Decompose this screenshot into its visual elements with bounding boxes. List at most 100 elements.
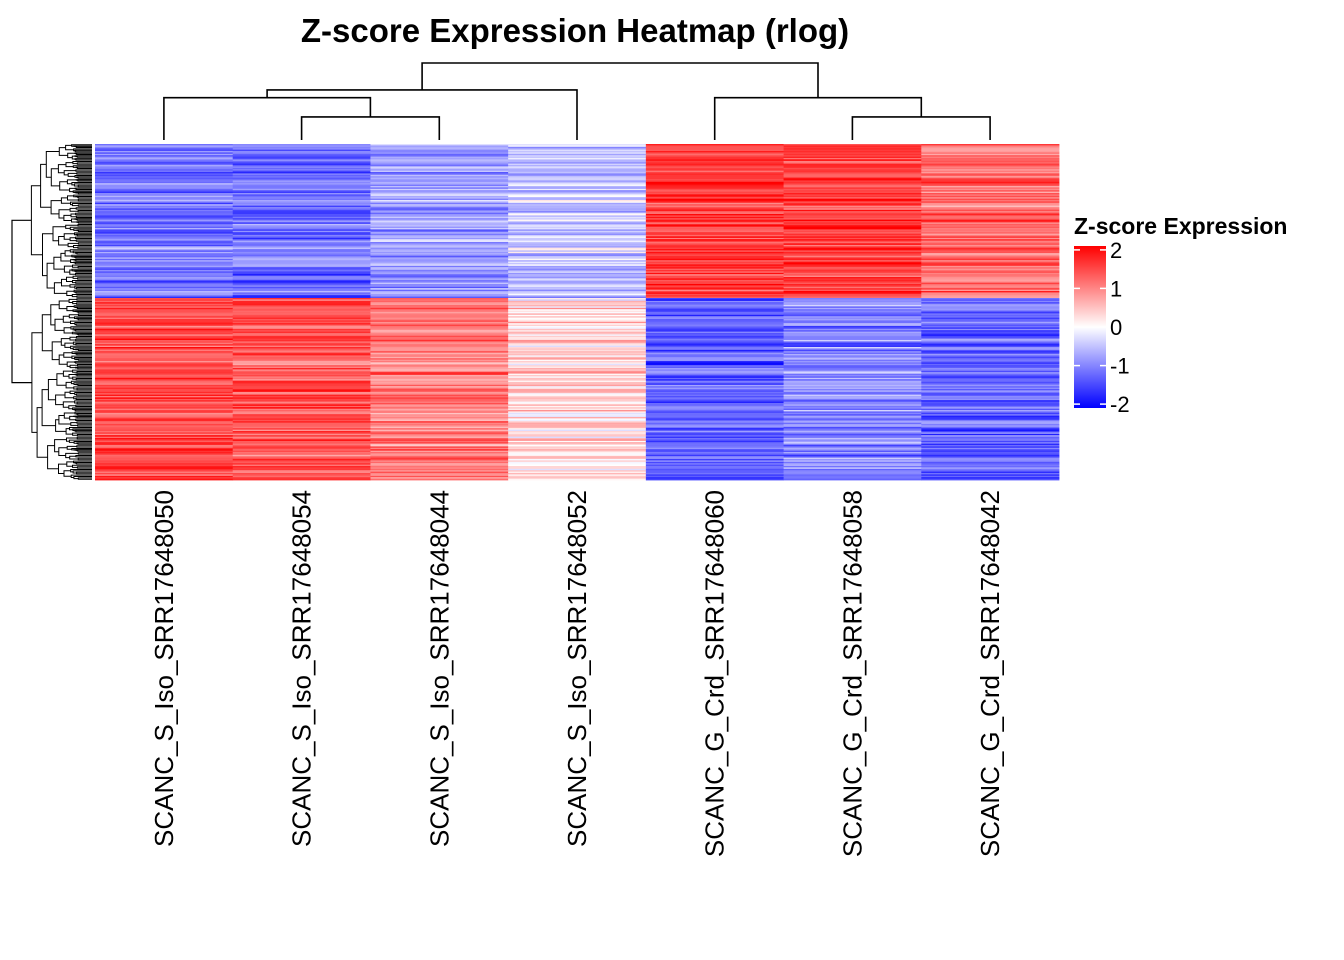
heatmap-cell [645, 393, 784, 395]
heatmap-cell [232, 438, 371, 440]
heatmap-cell [645, 223, 784, 226]
heatmap-cell [232, 342, 371, 345]
heatmap-cell [783, 247, 922, 250]
heatmap-cell [370, 386, 509, 388]
heatmap-cell [95, 166, 234, 169]
heatmap-cell [232, 433, 371, 436]
heatmap-cell [783, 214, 922, 216]
heatmap-cell [921, 433, 1060, 436]
heatmap-cell [95, 453, 234, 456]
heatmap-cell [508, 214, 647, 216]
heatmap-cell [232, 352, 371, 355]
heatmap-cell [95, 250, 234, 253]
heatmap-cell [783, 250, 922, 253]
heatmap-cell [370, 242, 509, 244]
heatmap-cell [508, 372, 647, 374]
heatmap-cell [95, 379, 234, 381]
heatmap-cell [783, 382, 922, 384]
column-dendrogram [163, 62, 991, 140]
heatmap-cell [95, 398, 234, 401]
heatmap-cell [921, 225, 1060, 227]
heatmap-cell [645, 352, 784, 355]
heatmap-cell [921, 477, 1060, 479]
heatmap-cell [508, 463, 647, 465]
heatmap-cell [645, 313, 784, 316]
heatmap-cell [370, 426, 509, 429]
dendrogram-branch [75, 429, 92, 433]
heatmap-cell [645, 207, 784, 209]
heatmap-cell [921, 347, 1060, 349]
heatmap-cell [921, 459, 1060, 461]
heatmap-cell [232, 452, 371, 454]
dendrogram-branch [76, 415, 92, 419]
heatmap-cell [921, 376, 1060, 379]
heatmap-cell [921, 149, 1060, 152]
heatmap-cell [508, 156, 647, 159]
heatmap-cell [645, 190, 784, 192]
heatmap-cell [645, 202, 784, 205]
heatmap-cell [645, 271, 784, 274]
heatmap-cell [508, 428, 647, 430]
dendrogram-branch [60, 197, 71, 204]
heatmap-cell [645, 183, 784, 185]
heatmap-cell [783, 440, 922, 443]
heatmap-cell [508, 446, 647, 449]
heatmap-cell [232, 300, 371, 303]
heatmap-cell [921, 279, 1060, 282]
heatmap-cell [921, 461, 1060, 464]
heatmap-cell [921, 230, 1060, 233]
heatmap-cell [783, 281, 922, 283]
heatmap-cell [370, 165, 509, 167]
heatmap-cell [232, 321, 371, 324]
heatmap-cell [921, 366, 1060, 369]
heatmap-cell [921, 436, 1060, 439]
heatmap-cell [645, 212, 784, 215]
heatmap-cell [95, 438, 234, 440]
heatmap-cell [508, 362, 647, 365]
heatmap-cell [232, 284, 371, 286]
heatmap-cell [232, 470, 371, 472]
heatmap-cell [921, 356, 1060, 359]
heatmap-cell [95, 303, 234, 306]
heatmap-cell [508, 358, 647, 360]
heatmap-cell [232, 461, 371, 464]
dendrogram-branch [72, 280, 92, 284]
heatmap-cell [921, 453, 1060, 456]
heatmap-cell [645, 282, 784, 285]
heatmap-cell [783, 156, 922, 159]
dendrogram-branch [72, 250, 92, 254]
heatmap-cell [95, 270, 234, 272]
heatmap-cell [921, 457, 1060, 460]
heatmap-cell [370, 160, 509, 163]
heatmap-cell [232, 389, 371, 391]
dendrogram-branch [62, 370, 73, 377]
dendrogram-branch [69, 226, 92, 231]
heatmap-cell [232, 400, 371, 402]
heatmap-cell [508, 254, 647, 257]
heatmap-cell [921, 172, 1060, 174]
heatmap-cell [783, 431, 922, 433]
heatmap-cell [232, 160, 371, 163]
heatmap-cell [95, 443, 234, 446]
heatmap-cell [783, 312, 922, 314]
heatmap-cell [921, 390, 1060, 393]
heatmap-cell [232, 317, 371, 320]
heatmap-cell [232, 358, 371, 360]
heatmap-cell [645, 355, 784, 358]
heatmap-cell [645, 204, 784, 206]
heatmap-cell [645, 328, 784, 331]
legend-title: Z-score Expression [1074, 213, 1287, 239]
heatmap-cell [783, 321, 922, 324]
heatmap-cell [645, 415, 784, 418]
heatmap-cell [232, 158, 371, 160]
heatmap-cell [95, 344, 234, 346]
dendrogram-branch [74, 400, 92, 404]
dendrogram-branch [72, 432, 92, 436]
heatmap-cell [508, 414, 647, 416]
heatmap-cell [921, 372, 1060, 374]
dendrogram-branch [75, 281, 92, 284]
heatmap-cell [783, 417, 922, 419]
heatmap-cell [95, 221, 234, 223]
heatmap-cell [370, 268, 509, 271]
heatmap-cell [921, 145, 1060, 148]
